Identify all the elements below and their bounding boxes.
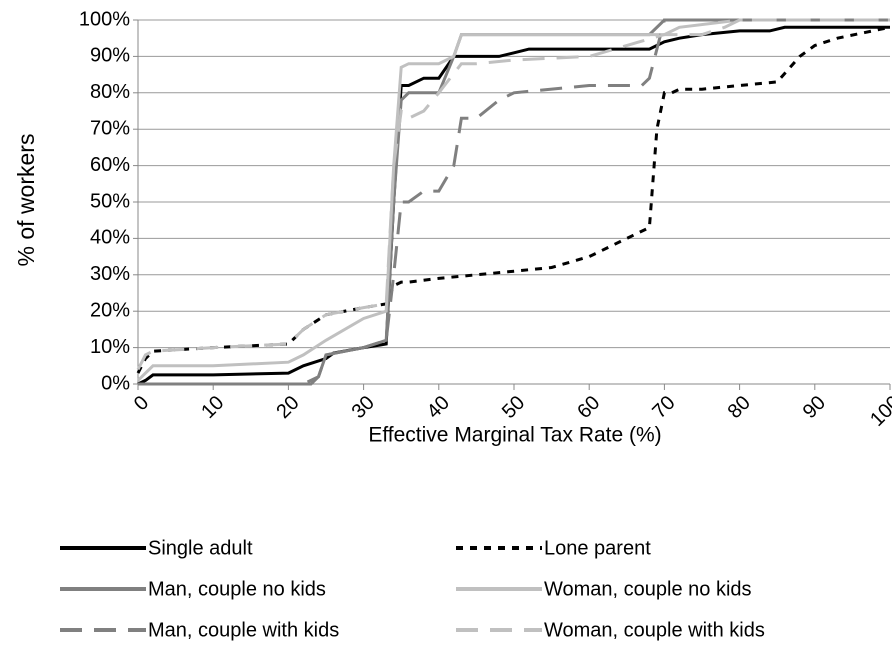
x-tick-label: 70 [648, 392, 679, 423]
legend-label: Single adult [148, 537, 253, 559]
legend-label: Woman, couple with kids [544, 619, 765, 641]
series-line [136, 18, 890, 382]
x-axis-title: Effective Marginal Tax Rate (%) [368, 424, 661, 447]
y-tick-label: 10% [90, 336, 130, 358]
x-tick-label: 40 [423, 392, 454, 423]
x-tick-label: 0 [130, 392, 153, 415]
series-line [138, 18, 890, 386]
y-tick-label: 80% [90, 81, 130, 103]
series-line [137, 25, 890, 386]
legend-label: Woman, couple no kids [544, 578, 752, 600]
x-tick-label: 80 [724, 392, 755, 423]
x-tick-label: 20 [272, 392, 303, 423]
y-tick-label: 90% [90, 45, 130, 67]
y-tick-label: 60% [90, 154, 130, 176]
y-axis-title: % of workers [13, 134, 39, 267]
series-line [136, 18, 890, 371]
legend-label: Lone parent [544, 537, 651, 559]
y-tick-label: 100% [79, 8, 130, 30]
series-line [136, 25, 891, 374]
y-tick-label: 70% [90, 117, 130, 139]
x-tick-label: 60 [573, 392, 604, 423]
legend-label: Man, couple no kids [148, 578, 326, 600]
x-tick-label: 10 [197, 392, 228, 423]
x-tick-label: 90 [799, 392, 830, 423]
legend-label: Man, couple with kids [148, 619, 339, 641]
y-tick-label: 30% [90, 263, 130, 285]
x-tick-label: 50 [498, 392, 529, 423]
y-tick-label: 0% [101, 372, 130, 394]
x-tick-label: 30 [348, 392, 379, 423]
x-tick-label: 100 [866, 392, 892, 431]
y-tick-label: 50% [90, 190, 130, 212]
y-tick-label: 40% [90, 227, 130, 249]
y-tick-label: 20% [90, 299, 130, 321]
